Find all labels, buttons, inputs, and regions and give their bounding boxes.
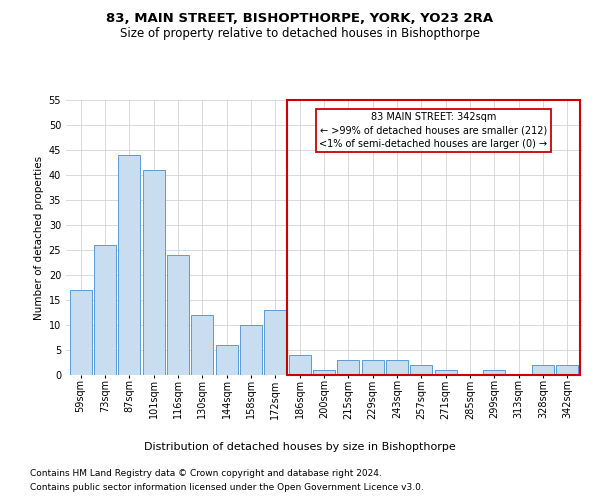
Text: 83 MAIN STREET: 342sqm
← >99% of detached houses are smaller (212)
<1% of semi-d: 83 MAIN STREET: 342sqm ← >99% of detache… (319, 112, 548, 149)
Bar (118, 155, 140, 375)
Text: Contains public sector information licensed under the Open Government Licence v3: Contains public sector information licen… (30, 484, 424, 492)
Bar (70, 290, 92, 375)
Bar (484, 370, 505, 375)
Y-axis label: Number of detached properties: Number of detached properties (34, 156, 44, 320)
Bar (215, 345, 238, 375)
Bar (556, 365, 578, 375)
Text: 83, MAIN STREET, BISHOPTHORPE, YORK, YO23 2RA: 83, MAIN STREET, BISHOPTHORPE, YORK, YO2… (106, 12, 494, 26)
Text: Size of property relative to detached houses in Bishopthorpe: Size of property relative to detached ho… (120, 28, 480, 40)
Bar (362, 360, 383, 375)
Bar (435, 370, 457, 375)
Bar (337, 360, 359, 375)
Bar (386, 360, 408, 375)
Bar (313, 370, 335, 375)
Bar (191, 315, 213, 375)
Bar (287, 100, 580, 375)
Bar (240, 325, 262, 375)
Bar (143, 170, 164, 375)
Text: Distribution of detached houses by size in Bishopthorpe: Distribution of detached houses by size … (144, 442, 456, 452)
Bar (289, 355, 311, 375)
Bar (532, 365, 554, 375)
Text: Contains HM Land Registry data © Crown copyright and database right 2024.: Contains HM Land Registry data © Crown c… (30, 468, 382, 477)
Bar (167, 255, 189, 375)
Bar (94, 245, 116, 375)
Bar (410, 365, 433, 375)
Bar (265, 310, 286, 375)
